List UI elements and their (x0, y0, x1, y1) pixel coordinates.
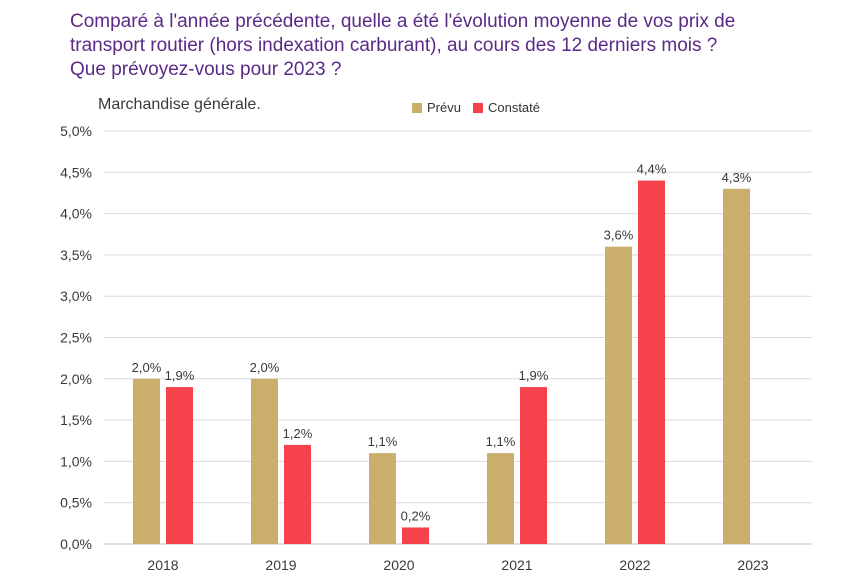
y-tick-label: 0,0% (60, 536, 92, 552)
legend-item-prevu: Prévu (412, 100, 461, 115)
x-tick-label: 2023 (737, 557, 768, 573)
data-label: 1,1% (486, 434, 516, 449)
x-tick-label: 2021 (501, 557, 532, 573)
y-tick-label: 1,0% (60, 453, 92, 469)
bar-prevu (723, 188, 750, 544)
data-label: 2,0% (132, 360, 162, 375)
legend-swatch-constate (472, 102, 483, 113)
chart-title: Comparé à l'année précédente, quelle a é… (70, 10, 830, 82)
data-label: 1,9% (165, 368, 195, 383)
data-label: 2,0% (250, 360, 280, 375)
x-tick-label: 2019 (265, 557, 296, 573)
y-tick-label: 4,0% (60, 206, 92, 222)
bar-prevu (251, 378, 278, 544)
x-tick-label: 2022 (619, 557, 650, 573)
legend-label-prevu: Prévu (427, 100, 461, 115)
y-tick-label: 5,0% (60, 123, 92, 139)
legend-label-constate: Constaté (487, 100, 541, 115)
title-line-2: transport routier (hors indexation carbu… (70, 35, 718, 56)
bar-prevu (133, 378, 160, 544)
data-label: 4,3% (722, 170, 752, 185)
data-label: 0,2% (401, 508, 431, 523)
bar-prevu (605, 246, 632, 544)
bar-constate (520, 387, 547, 544)
title-line-1: Comparé à l'année précédente, quelle a é… (70, 11, 736, 32)
y-tick-label: 3,0% (60, 288, 92, 304)
legend-item-constate: Constaté (472, 100, 541, 115)
y-tick-label: 2,5% (60, 330, 92, 346)
bar-constate (166, 387, 193, 544)
y-tick-label: 0,5% (60, 495, 92, 511)
legend-swatch-prevu (412, 102, 422, 113)
data-label: 1,2% (283, 426, 313, 441)
data-label: 4,4% (637, 162, 667, 177)
y-tick-label: 1,5% (60, 412, 92, 428)
bar-prevu (487, 453, 514, 544)
chart-subtitle: Marchandise générale. (98, 96, 261, 113)
y-tick-label: 3,5% (60, 247, 92, 263)
bar-constate (284, 444, 311, 544)
legend: Prévu Constaté (412, 100, 546, 115)
bar-constate (402, 527, 429, 544)
data-label: 1,1% (368, 434, 398, 449)
x-tick-label: 2020 (383, 557, 414, 573)
title-line-3: Que prévoyez-vous pour 2023 ? (70, 59, 342, 80)
x-tick-label: 2018 (147, 557, 178, 573)
bar-prevu (369, 453, 396, 544)
data-label: 1,9% (519, 368, 549, 383)
y-tick-label: 4,5% (60, 164, 92, 180)
y-tick-label: 2,0% (60, 371, 92, 387)
bar-constate (638, 180, 665, 544)
data-label: 3,6% (604, 228, 634, 243)
